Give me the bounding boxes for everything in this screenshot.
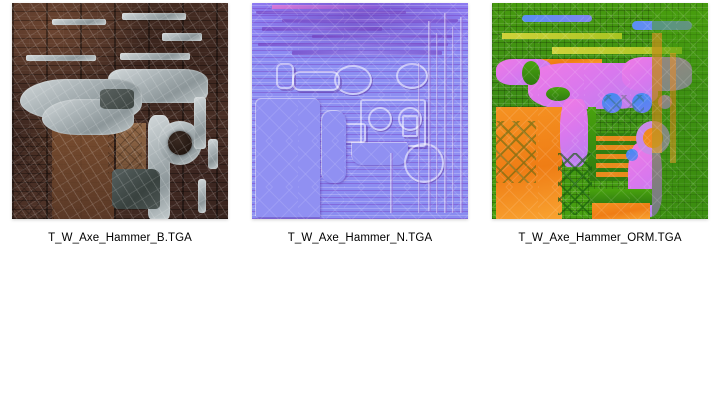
metal-strip-f: [208, 139, 218, 169]
thumbnail-filename-label: T_W_Axe_Hammer_N.TGA: [287, 232, 433, 244]
normal-band-2: [282, 19, 458, 22]
orm-orange-thin-1: [652, 33, 662, 153]
normal-band-3: [262, 27, 382, 31]
orm-blue-dot-3: [626, 149, 638, 161]
thumbnail-filename-label: T_W_Axe_Hammer_B.TGA: [48, 232, 192, 244]
thumbnail-image-normal[interactable]: [252, 3, 468, 219]
thumbnail-image-orm[interactable]: [492, 3, 708, 219]
normal-band-1: [256, 11, 406, 14]
orm-blue-dot-2: [632, 93, 652, 113]
normal-slot-4: [402, 115, 418, 137]
metal-strip-h: [162, 33, 202, 41]
normal-vertical-7: [390, 153, 393, 213]
metal-dark-patch-b: [100, 89, 134, 109]
wood-panel-light: [52, 129, 114, 219]
normal-circle-2: [396, 63, 428, 89]
metal-strip-e: [194, 97, 206, 149]
normal-circle-5: [404, 143, 444, 183]
metal-strip-b: [122, 13, 186, 20]
thumbnail-image-base-color[interactable]: [12, 3, 228, 219]
hatch-pattern-a: [14, 133, 54, 219]
orm-green-dot-1: [522, 61, 540, 85]
orm-yellow-bar-2: [552, 47, 682, 54]
normal-block-2: [322, 111, 346, 183]
metal-dark-patch-a: [112, 169, 160, 209]
orm-orange-bar-2: [592, 203, 650, 219]
metal-ring-hole: [168, 131, 192, 155]
normal-band-6: [292, 51, 442, 55]
thumbnail-item-normal[interactable]: T_W_Axe_Hammer_N.TGA: [240, 3, 480, 253]
normal-band-5: [258, 43, 448, 46]
orm-crosshatch-2: [496, 121, 536, 183]
orm-orange-block-1: [496, 107, 562, 219]
thumbnail-item-base-color[interactable]: T_W_Axe_Hammer_B.TGA: [0, 3, 240, 253]
normal-vertical-3: [444, 13, 447, 213]
normal-slot-2: [292, 71, 340, 91]
orm-crosshatch-1: [558, 153, 592, 215]
normal-pink-band: [272, 5, 382, 9]
normal-circle-4: [398, 107, 422, 131]
orm-green-column: [588, 107, 596, 177]
normal-vertical-1: [428, 21, 431, 211]
normal-vertical-5: [460, 17, 463, 213]
normal-vertical-2: [436, 33, 438, 213]
metal-strip-g: [198, 179, 206, 213]
orm-orange-bar-1: [512, 59, 602, 65]
thumbnail-filename-label: T_W_Axe_Hammer_ORM.TGA: [518, 232, 682, 244]
orm-green-bar-1: [590, 189, 652, 205]
normal-block-1: [256, 99, 320, 217]
metal-strip-d: [120, 53, 190, 60]
metal-strip-c: [26, 55, 96, 61]
thumbnail-item-orm[interactable]: T_W_Axe_Hammer_ORM.TGA: [480, 3, 720, 253]
orm-green-dot-2: [546, 87, 570, 101]
normal-vertical-6: [418, 63, 420, 213]
texture-preview-base-color: [12, 3, 228, 219]
orm-blue-bar-1: [522, 15, 592, 22]
texture-preview-orm: [492, 3, 708, 219]
normal-circle-3: [368, 107, 392, 131]
orm-crosshatch-3: [604, 95, 644, 125]
normal-vertical-4: [452, 27, 454, 213]
texture-preview-normal: [252, 3, 468, 219]
orm-orange-thin-2: [670, 53, 676, 163]
metal-strip-a: [52, 19, 106, 25]
orm-yellow-bar-1: [502, 33, 622, 39]
normal-block-3: [352, 143, 408, 165]
normal-circle-1: [334, 65, 372, 95]
normal-band-4: [312, 35, 452, 38]
orm-blue-dot-1: [602, 93, 622, 113]
